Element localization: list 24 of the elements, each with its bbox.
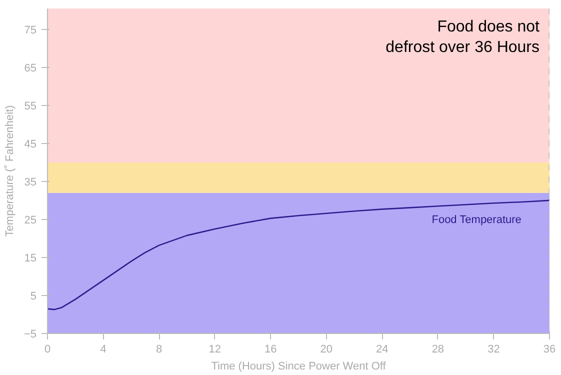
y-tick-label: 35 bbox=[24, 176, 37, 188]
y-tick-label: 65 bbox=[24, 62, 37, 74]
y-tick-label: 5 bbox=[30, 290, 37, 302]
x-tick-label: 0 bbox=[44, 344, 51, 356]
y-tick-label: 55 bbox=[24, 100, 37, 112]
y-tick-label: −5 bbox=[24, 328, 37, 340]
y-tick-label: 45 bbox=[24, 138, 37, 150]
x-tick-label: 24 bbox=[376, 344, 388, 356]
series-label: Food Temperature bbox=[432, 214, 522, 226]
y-tick-label: 15 bbox=[24, 252, 37, 264]
x-tick-label: 8 bbox=[156, 344, 162, 356]
x-tick-label: 16 bbox=[264, 344, 277, 356]
line-series bbox=[48, 200, 550, 310]
x-tick-label: 36 bbox=[543, 344, 556, 356]
annotation: Food does not defrost over 36 Hours bbox=[386, 18, 540, 56]
y-tick-label: 25 bbox=[24, 214, 37, 226]
x-tick-label: 28 bbox=[432, 344, 444, 356]
y-tick-label: 75 bbox=[24, 24, 37, 36]
y-axis-title: Temperature (˚ Fahrenheit) bbox=[4, 105, 16, 237]
x-tick-label: 20 bbox=[320, 344, 333, 356]
x-tick-label: 12 bbox=[208, 344, 221, 356]
x-tick-label: 32 bbox=[488, 344, 500, 356]
x-axis-title: Time (Hours) Since Power Went Off bbox=[211, 360, 387, 372]
x-tick-label: 4 bbox=[100, 344, 106, 356]
